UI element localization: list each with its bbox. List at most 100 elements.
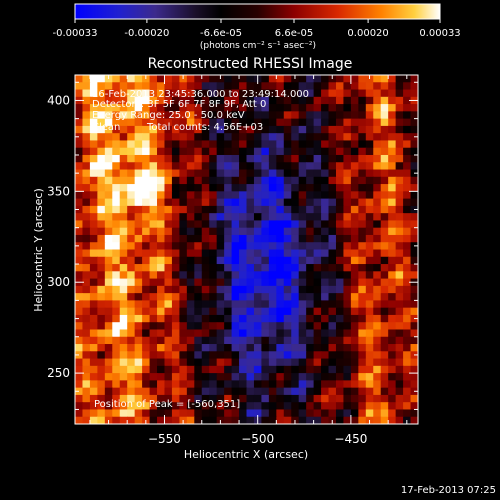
heatmap-cell [261, 271, 270, 280]
heatmap-cell [403, 358, 412, 367]
heatmap-cell [75, 242, 84, 251]
heatmap-cell [89, 256, 98, 265]
heatmap-cell [171, 220, 180, 229]
heatmap-cell [164, 140, 173, 149]
heatmap-cell [313, 256, 322, 265]
heatmap-cell [246, 387, 255, 396]
heatmap-cell [268, 75, 277, 83]
heatmap-cell [365, 307, 374, 316]
heatmap-cell [298, 293, 307, 301]
heatmap-cell [209, 75, 218, 83]
heatmap-cell [112, 227, 121, 236]
plot-title: Reconstructed RHESSI Image [148, 56, 353, 72]
heatmap-cell [335, 278, 345, 287]
heatmap-cell [261, 111, 270, 120]
heatmap-cell [343, 380, 352, 389]
heatmap-cell [179, 249, 188, 258]
heatmap-cell [380, 191, 389, 200]
heatmap-cell [112, 104, 121, 112]
heatmap-cell [291, 271, 300, 280]
heatmap-cell [380, 125, 389, 134]
heatmap-cell [231, 205, 240, 214]
heatmap-cell [149, 111, 158, 120]
heatmap-cell [224, 191, 233, 200]
heatmap-cell [209, 285, 218, 294]
heatmap-cell [201, 387, 210, 396]
heatmap-cell [89, 205, 98, 214]
heatmap-cell [350, 125, 359, 134]
heatmap-cell [283, 133, 292, 142]
heatmap-cell [127, 82, 136, 91]
heatmap-cell [89, 394, 98, 403]
heatmap-cell [365, 154, 374, 163]
heatmap-cell [388, 198, 397, 207]
heatmap-cell [104, 96, 113, 105]
heatmap-cell [134, 227, 143, 236]
heatmap-cell [306, 147, 315, 156]
heatmap-cell [127, 89, 136, 98]
heatmap-cell [194, 133, 203, 142]
heatmap-cell [89, 198, 98, 207]
heatmap-cell [112, 234, 121, 243]
heatmap-cell [298, 307, 307, 316]
heatmap-cell [388, 351, 397, 360]
heatmap-cell [224, 365, 233, 374]
heatmap-cell [246, 365, 255, 374]
heatmap-cell [89, 140, 98, 149]
heatmap-cell [335, 358, 345, 367]
heatmap-cell [164, 191, 173, 200]
heatmap-cell [231, 264, 240, 272]
heatmap-cell [82, 75, 91, 83]
heatmap-cell [164, 402, 173, 411]
heatmap-cell [261, 169, 270, 178]
heatmap-cell [335, 351, 345, 360]
heatmap-cell [239, 75, 248, 83]
heatmap-cell [253, 133, 263, 142]
heatmap-cell [209, 322, 218, 331]
heatmap-cell [313, 111, 322, 120]
heatmap-cell [261, 387, 270, 396]
heatmap-cell [194, 373, 203, 381]
heatmap-cell [306, 220, 315, 229]
heatmap-cell [186, 227, 195, 236]
heatmap-cell [119, 75, 128, 83]
heatmap-cell [201, 264, 210, 272]
heatmap-cell [261, 205, 270, 214]
heatmap-cell [216, 125, 225, 134]
heatmap-cell [194, 285, 203, 294]
heatmap-cell [268, 169, 277, 178]
heatmap-cell [157, 169, 166, 178]
heatmap-cell [298, 213, 307, 222]
heatmap-cell [112, 285, 121, 294]
heatmap-cell [97, 169, 106, 178]
heatmap-cell [306, 358, 315, 367]
heatmap-cell [395, 409, 404, 418]
heatmap-cell [380, 344, 389, 352]
heatmap-cell [224, 402, 233, 411]
heatmap-cell [186, 104, 195, 112]
heatmap-cell [231, 416, 240, 424]
heatmap-cell [82, 293, 91, 301]
heatmap-cell [231, 380, 240, 389]
heatmap-cell [216, 300, 225, 309]
heatmap-cell [164, 293, 173, 301]
heatmap-cell [328, 329, 337, 338]
annotation-total-counts: Total counts: 4.56E+03 [146, 122, 263, 133]
heatmap-cell [321, 198, 330, 207]
heatmap-cell [358, 184, 367, 192]
heatmap-cell [403, 271, 412, 280]
heatmap-cell [313, 373, 322, 381]
heatmap-cell [410, 75, 418, 83]
heatmap-cell [358, 329, 367, 338]
heatmap-cell [261, 140, 270, 149]
heatmap-cell [283, 140, 292, 149]
heatmap-cell [97, 329, 106, 338]
heatmap-cell [134, 191, 143, 200]
heatmap-cell [201, 380, 210, 389]
heatmap-cell [246, 96, 255, 105]
heatmap-cell [179, 154, 188, 163]
heatmap-cell [89, 416, 98, 424]
heatmap-cell [194, 242, 203, 251]
heatmap-cell [112, 387, 121, 396]
